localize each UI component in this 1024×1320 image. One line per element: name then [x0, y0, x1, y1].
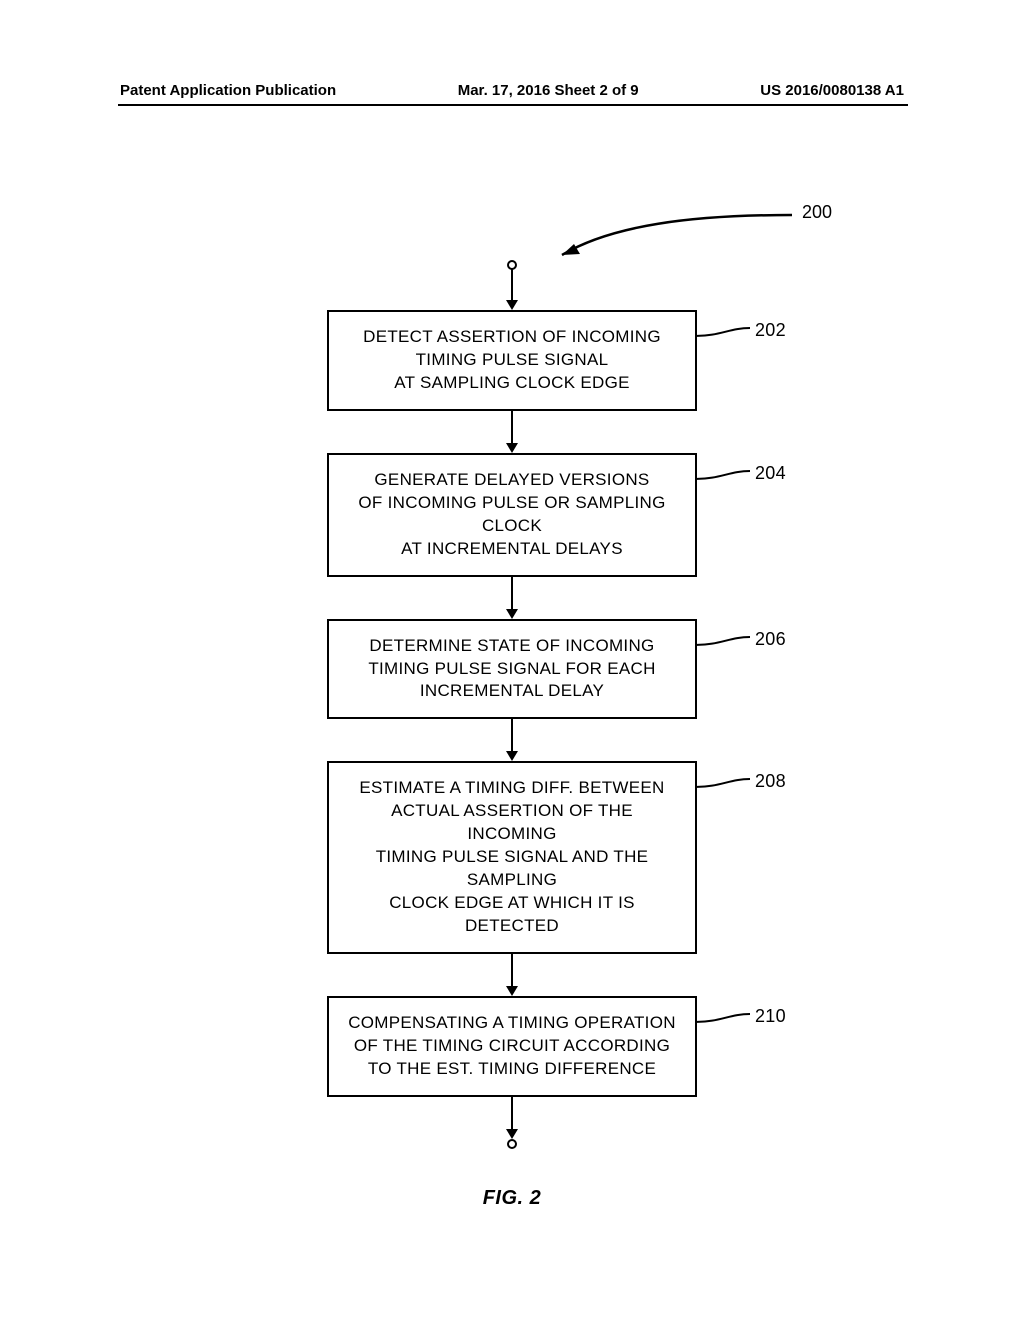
ref-leader: 208	[695, 773, 785, 801]
connector-arrow	[502, 577, 522, 619]
swoosh-icon	[132, 210, 892, 260]
flowchart-boxes: DETECT ASSERTION OF INCOMINGTIMING PULSE…	[327, 310, 697, 1097]
flowchart: 200 DETECT ASSERTION OF INCOMINGTIMING P…	[0, 210, 1024, 1210]
connector-arrow	[502, 719, 522, 761]
flowchart-box: ESTIMATE A TIMING DIFF. BETWEENACTUAL AS…	[327, 761, 697, 954]
ref-leader: 202	[695, 322, 785, 350]
header-center: Mar. 17, 2016 Sheet 2 of 9	[458, 82, 639, 99]
start-connector	[502, 260, 522, 310]
header-right: US 2016/0080138 A1	[760, 82, 904, 99]
flowchart-box: DETECT ASSERTION OF INCOMINGTIMING PULSE…	[327, 310, 697, 411]
end-connector	[502, 1097, 522, 1149]
flowchart-box: GENERATE DELAYED VERSIONSOF INCOMING PUL…	[327, 453, 697, 577]
connector-arrow	[502, 954, 522, 996]
flowchart-box: DETERMINE STATE OF INCOMINGTIMING PULSE …	[327, 619, 697, 720]
ref-number: 204	[755, 461, 786, 485]
flowchart-box: COMPENSATING A TIMING OPERATIONOF THE TI…	[327, 996, 697, 1097]
ref-leader: 210	[695, 1008, 785, 1036]
ref-number: 208	[755, 769, 786, 793]
header-rule	[118, 104, 908, 106]
connector-arrow	[502, 411, 522, 453]
figure-caption: FIG. 2	[483, 1187, 542, 1210]
flowchart-id-label: 200	[802, 202, 832, 223]
ref-number: 210	[755, 1004, 786, 1028]
ref-leader: 206	[695, 631, 785, 659]
ref-leader: 204	[695, 465, 785, 493]
ref-number: 206	[755, 627, 786, 651]
page-header: Patent Application Publication Mar. 17, …	[0, 82, 1024, 99]
page: Patent Application Publication Mar. 17, …	[0, 0, 1024, 1320]
flowchart-id-leader: 200	[132, 210, 892, 260]
header-left: Patent Application Publication	[120, 82, 336, 99]
ref-number: 202	[755, 318, 786, 342]
